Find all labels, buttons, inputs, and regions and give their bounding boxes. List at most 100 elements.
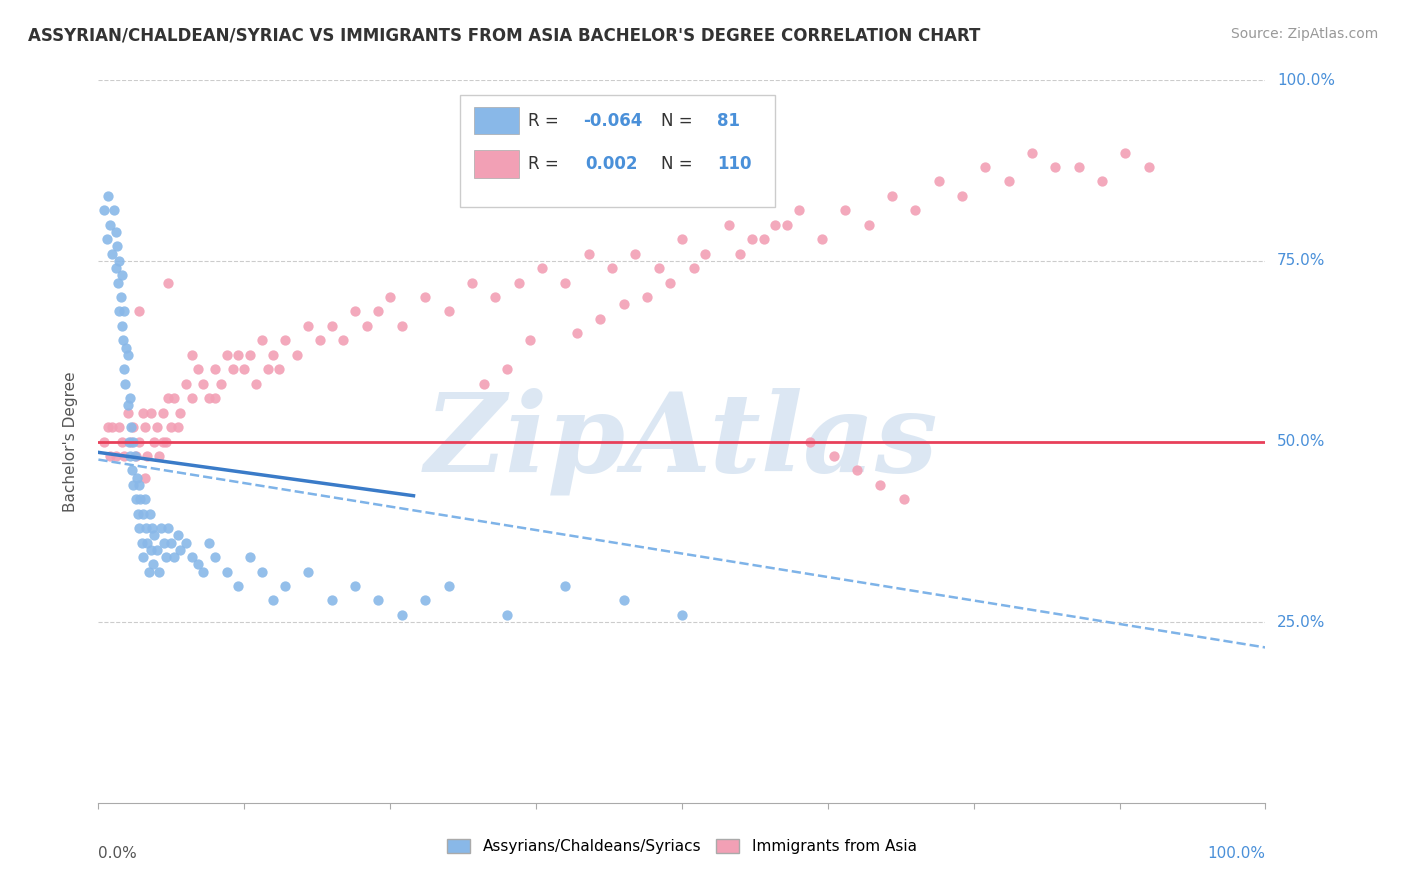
Point bbox=[163, 550, 186, 565]
Point bbox=[437, 579, 460, 593]
Point bbox=[98, 218, 121, 232]
Point bbox=[274, 334, 297, 348]
Point bbox=[904, 203, 927, 218]
Point bbox=[671, 607, 693, 622]
Point bbox=[647, 261, 669, 276]
Legend: Assyrians/Chaldeans/Syriacs, Immigrants from Asia: Assyrians/Chaldeans/Syriacs, Immigrants … bbox=[441, 832, 922, 860]
Point bbox=[204, 391, 226, 405]
Point bbox=[132, 406, 155, 420]
Point bbox=[125, 470, 148, 484]
Point bbox=[496, 607, 519, 622]
Point bbox=[110, 290, 132, 304]
Point bbox=[187, 362, 209, 376]
Point bbox=[928, 174, 950, 188]
Point bbox=[139, 542, 162, 557]
Point bbox=[152, 406, 174, 420]
Text: 0.0%: 0.0% bbox=[98, 847, 138, 861]
Point bbox=[117, 406, 139, 420]
Point bbox=[221, 362, 243, 376]
Point bbox=[1137, 160, 1160, 174]
Point bbox=[128, 304, 150, 318]
Point bbox=[367, 304, 389, 318]
Text: R =: R = bbox=[527, 155, 564, 173]
Text: 50.0%: 50.0% bbox=[1277, 434, 1326, 449]
Point bbox=[101, 246, 124, 260]
Point bbox=[671, 232, 693, 246]
Point bbox=[157, 391, 180, 405]
Point bbox=[974, 160, 997, 174]
Point bbox=[950, 189, 973, 203]
Point bbox=[193, 565, 215, 579]
Point bbox=[997, 174, 1019, 188]
Point bbox=[297, 565, 319, 579]
Point bbox=[169, 542, 191, 557]
Point bbox=[554, 276, 576, 290]
Point bbox=[142, 558, 165, 572]
Point bbox=[118, 449, 141, 463]
Point bbox=[239, 550, 262, 565]
Point bbox=[180, 391, 202, 405]
Point bbox=[233, 362, 256, 376]
Point bbox=[132, 550, 155, 565]
Point bbox=[846, 463, 869, 477]
Text: N =: N = bbox=[661, 112, 697, 129]
Point bbox=[180, 348, 202, 362]
Point bbox=[880, 189, 903, 203]
Point bbox=[120, 434, 142, 449]
Y-axis label: Bachelor's Degree: Bachelor's Degree bbox=[63, 371, 77, 512]
Point bbox=[128, 521, 150, 535]
Text: ASSYRIAN/CHALDEAN/SYRIAC VS IMMIGRANTS FROM ASIA BACHELOR'S DEGREE CORRELATION C: ASSYRIAN/CHALDEAN/SYRIAC VS IMMIGRANTS F… bbox=[28, 27, 980, 45]
Point bbox=[245, 376, 267, 391]
Point bbox=[120, 420, 142, 434]
Point bbox=[250, 565, 273, 579]
Point bbox=[285, 348, 308, 362]
Point bbox=[752, 232, 775, 246]
Point bbox=[578, 246, 600, 260]
Point bbox=[344, 304, 367, 318]
Point bbox=[163, 391, 186, 405]
Point bbox=[141, 521, 163, 535]
Point bbox=[565, 326, 588, 340]
Point bbox=[256, 362, 278, 376]
Point bbox=[519, 334, 541, 348]
Text: -0.064: -0.064 bbox=[582, 112, 643, 129]
Text: 100.0%: 100.0% bbox=[1208, 847, 1265, 861]
Point bbox=[239, 348, 262, 362]
Point bbox=[496, 362, 519, 376]
Point bbox=[799, 434, 821, 449]
Point bbox=[321, 593, 343, 607]
Point bbox=[118, 391, 141, 405]
Point bbox=[139, 507, 162, 521]
Point bbox=[228, 579, 250, 593]
Point bbox=[117, 348, 139, 362]
Text: ZipAtlas: ZipAtlas bbox=[425, 388, 939, 495]
Point bbox=[97, 420, 120, 434]
Point bbox=[730, 246, 752, 260]
Point bbox=[108, 304, 131, 318]
Point bbox=[122, 420, 145, 434]
Point bbox=[484, 290, 506, 304]
Point bbox=[391, 318, 413, 333]
Point bbox=[530, 261, 553, 276]
Point bbox=[367, 593, 389, 607]
Point bbox=[155, 550, 177, 565]
Point bbox=[262, 348, 284, 362]
Point bbox=[741, 232, 763, 246]
Point bbox=[159, 535, 181, 549]
Point bbox=[166, 420, 188, 434]
Point bbox=[121, 463, 143, 477]
Point bbox=[174, 535, 197, 549]
Point bbox=[146, 542, 169, 557]
Point bbox=[682, 261, 704, 276]
Point bbox=[108, 420, 131, 434]
Point bbox=[391, 607, 413, 622]
Point bbox=[159, 420, 181, 434]
Point bbox=[139, 406, 162, 420]
Point bbox=[103, 203, 125, 218]
Point bbox=[215, 565, 238, 579]
Point bbox=[152, 535, 174, 549]
Point bbox=[380, 290, 402, 304]
Point bbox=[204, 362, 226, 376]
Point bbox=[893, 492, 915, 507]
Point bbox=[613, 593, 636, 607]
